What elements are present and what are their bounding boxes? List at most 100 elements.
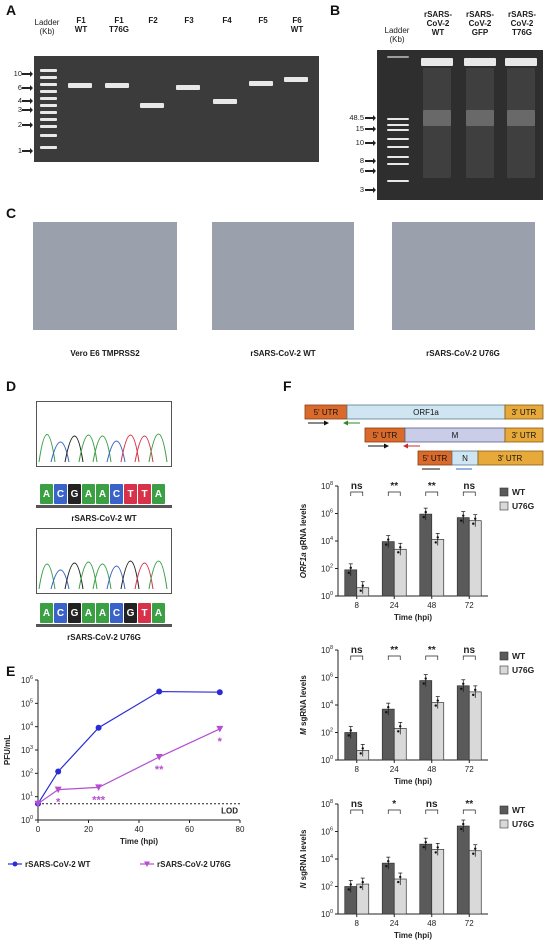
replicate-point <box>359 752 362 755</box>
gel-a-lane-label: F4 <box>222 16 232 25</box>
significance-label: ** <box>465 799 473 810</box>
significance-label: ** <box>428 645 436 656</box>
legend-swatch <box>499 805 509 815</box>
gel-b-lane-label: rSARS- CoV-2 WT <box>423 10 452 37</box>
replicate-point <box>359 589 362 592</box>
x-tick-label: 24 <box>390 765 399 774</box>
replicate-point <box>474 847 477 850</box>
replicate-point <box>361 880 364 884</box>
y-tick-label-exp: 2 <box>330 728 333 734</box>
legend-label: WT <box>512 805 526 815</box>
gel-a-size-tick: 4 <box>17 96 22 105</box>
gel-a-size-tick: 6 <box>17 83 22 92</box>
bar <box>468 520 482 597</box>
gel-a-lane-label: F6 WT <box>290 16 304 34</box>
legend-label: U76G <box>512 501 535 511</box>
significance-bracket <box>350 491 364 496</box>
schematic-row-orf1a: 5' UTR ORF1a 3' UTR <box>304 404 544 426</box>
bar <box>381 708 395 761</box>
significance-bracket <box>462 809 476 814</box>
y-tick-label: 108 <box>321 645 333 655</box>
lod-label: LOD <box>221 807 238 816</box>
replicate-point <box>399 725 402 728</box>
significance-bracket <box>462 491 476 496</box>
replicate-point <box>434 851 437 854</box>
panel-label-d: D <box>6 378 17 394</box>
replicate-point <box>436 846 439 849</box>
y-tick-label-exp: 8 <box>330 799 333 805</box>
gel-a-lane-label: F1 T76G <box>108 16 129 34</box>
chromatogram-wt-trace <box>38 433 168 463</box>
nucleotide-letter: C <box>54 484 67 504</box>
gel-b-tick-arrows <box>365 115 376 193</box>
x-tick-label: 8 <box>355 765 360 774</box>
gel-a-lane-label: F3 <box>184 16 194 25</box>
significance-bracket <box>425 491 439 496</box>
y-axis-label: N sgRNA levels <box>299 829 308 888</box>
y-tick-label-exp: 6 <box>330 827 333 833</box>
significance-label: ns <box>463 481 475 492</box>
y-tick-label-exp: 6 <box>330 673 333 679</box>
series-line <box>37 690 220 805</box>
y-axis-label: M sgRNA levels <box>299 675 308 735</box>
y-tick-label-exp: 0 <box>30 815 33 821</box>
panel-label-f: F <box>283 378 292 394</box>
significance-label: ** <box>390 481 398 492</box>
significance-label: ns <box>351 481 363 492</box>
gel-a-lane-label: F5 <box>258 16 268 25</box>
y-tick-label-exp: 0 <box>330 755 333 761</box>
series-line <box>37 728 221 805</box>
y-tick-label-exp: 2 <box>330 564 333 570</box>
significance-label: * <box>218 736 223 748</box>
panel-label-b: B <box>330 2 341 18</box>
x-axis-label: Time (hpi) <box>120 837 158 846</box>
legend-label: WT <box>512 651 526 661</box>
y-tick-label-exp: 8 <box>330 645 333 651</box>
gel-b-size-tick: 8 <box>359 156 364 165</box>
significance-bracket <box>425 655 439 660</box>
replicate-point <box>349 566 352 570</box>
schematic-row-m: 5' UTR M 3' UTR <box>364 427 544 449</box>
legend-swatch-marker <box>144 861 150 867</box>
x-tick-label: 80 <box>236 825 245 834</box>
y-tick-label-exp: 0 <box>330 591 333 597</box>
significance-bracket <box>462 655 476 660</box>
nucleotide-letter: A <box>40 603 53 623</box>
replicate-point <box>347 888 350 891</box>
gel-b-size-tick: 3 <box>359 185 364 194</box>
nucleotide-letter: A <box>82 484 95 504</box>
nucleotide-letter: T <box>124 484 137 504</box>
replicate-point <box>397 730 400 733</box>
y-tick-label-exp: 4 <box>330 854 333 860</box>
bar <box>468 850 482 915</box>
y-tick-label-exp: 8 <box>330 481 333 487</box>
schematic-label: 5' UTR <box>373 431 398 440</box>
y-tick-label: 106 <box>21 675 33 685</box>
nucleotide-letter: A <box>152 603 165 623</box>
schematic-label: M <box>452 431 459 440</box>
significance-label: ns <box>351 645 363 656</box>
nucleotide-letter: C <box>54 603 67 623</box>
sequence-baseline <box>36 624 172 627</box>
gel-b-lane-label: rSARS- CoV-2 GFP <box>465 10 494 37</box>
replicate-point <box>387 538 390 541</box>
significance-label: * <box>56 797 61 809</box>
legend-label: U76G <box>512 819 535 829</box>
schematic-label: 5' UTR <box>423 454 448 463</box>
y-tick-label-exp: 4 <box>30 722 33 728</box>
replicate-point <box>436 699 439 702</box>
replicate-point <box>424 840 427 844</box>
gel-a-size-tick: 2 <box>17 120 22 129</box>
replicate-point <box>434 704 437 707</box>
sequence-baseline <box>36 505 172 508</box>
y-tick-label-exp: 3 <box>30 745 33 751</box>
legend-label: WT <box>512 487 526 497</box>
y-tick-label-exp: 2 <box>30 768 33 774</box>
replicate-point <box>399 875 402 879</box>
replicate-point <box>361 747 364 750</box>
y-axis-label-italic: ORF1a <box>299 552 308 578</box>
gel-a-ladder-label: Ladder (Kb) <box>34 18 60 36</box>
x-tick-label: 8 <box>355 601 360 610</box>
